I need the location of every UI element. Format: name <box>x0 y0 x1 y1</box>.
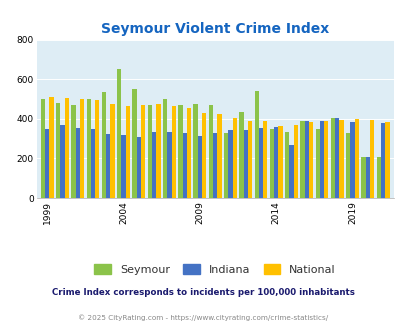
Bar <box>289 145 293 198</box>
Bar <box>41 99 45 198</box>
Bar <box>273 127 278 198</box>
Bar <box>186 108 191 198</box>
Bar <box>202 113 206 198</box>
Bar <box>369 120 373 198</box>
Legend: Seymour, Indiana, National: Seymour, Indiana, National <box>90 260 339 280</box>
Bar <box>335 118 339 198</box>
Bar <box>136 137 141 198</box>
Bar <box>80 99 84 198</box>
Bar <box>308 122 312 198</box>
Bar <box>239 112 243 198</box>
Bar <box>376 157 380 198</box>
Bar <box>350 122 354 198</box>
Bar <box>300 121 304 198</box>
Bar <box>106 134 110 198</box>
Text: Crime Index corresponds to incidents per 100,000 inhabitants: Crime Index corresponds to incidents per… <box>51 287 354 297</box>
Bar <box>365 157 369 198</box>
Bar <box>91 129 95 198</box>
Bar <box>354 119 358 198</box>
Bar <box>49 97 53 198</box>
Bar <box>258 128 262 198</box>
Bar <box>197 136 202 198</box>
Bar <box>132 89 136 198</box>
Bar <box>339 120 343 198</box>
Bar <box>60 125 64 198</box>
Bar <box>269 129 273 198</box>
Bar <box>126 106 130 198</box>
Bar <box>147 105 151 198</box>
Bar <box>121 135 126 198</box>
Title: Seymour Violent Crime Index: Seymour Violent Crime Index <box>101 22 328 36</box>
Bar <box>86 99 91 198</box>
Bar <box>254 91 258 198</box>
Bar <box>228 130 232 198</box>
Bar <box>56 103 60 198</box>
Bar <box>217 114 221 198</box>
Text: © 2025 CityRating.com - https://www.cityrating.com/crime-statistics/: © 2025 CityRating.com - https://www.city… <box>78 314 327 321</box>
Bar <box>243 130 247 198</box>
Bar <box>284 132 289 198</box>
Bar <box>224 133 228 198</box>
Bar <box>315 129 319 198</box>
Bar <box>247 121 252 198</box>
Bar <box>330 118 335 198</box>
Bar <box>110 104 115 198</box>
Bar <box>167 132 171 198</box>
Bar <box>178 105 182 198</box>
Bar <box>151 132 156 198</box>
Bar <box>262 121 267 198</box>
Bar <box>360 157 365 198</box>
Bar <box>345 133 350 198</box>
Bar <box>71 105 75 198</box>
Bar <box>45 129 49 198</box>
Bar <box>171 106 175 198</box>
Bar <box>102 92 106 198</box>
Bar <box>304 121 308 198</box>
Bar <box>293 125 297 198</box>
Bar <box>162 99 167 198</box>
Bar <box>75 128 80 198</box>
Bar <box>380 123 384 198</box>
Bar <box>232 118 236 198</box>
Bar <box>213 133 217 198</box>
Bar <box>182 133 186 198</box>
Bar <box>156 104 160 198</box>
Bar <box>278 126 282 198</box>
Bar <box>141 105 145 198</box>
Bar <box>319 121 324 198</box>
Bar <box>208 105 213 198</box>
Bar <box>384 122 388 198</box>
Bar <box>117 69 121 198</box>
Bar <box>324 121 328 198</box>
Bar <box>64 98 69 198</box>
Bar <box>193 104 197 198</box>
Bar <box>95 100 99 198</box>
